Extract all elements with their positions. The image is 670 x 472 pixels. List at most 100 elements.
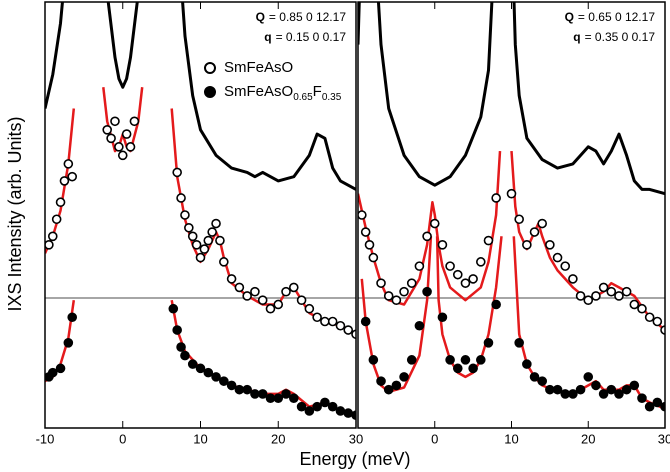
data-point [514,337,524,348]
y-axis-label: IXS Intensity (arb. Units) [5,116,25,311]
data-point [637,393,647,403]
data-point [55,197,66,208]
data-point [176,342,186,352]
data-point [621,384,632,395]
data-point [257,295,268,306]
data-point [406,355,417,365]
data-point [575,291,586,301]
data-point [180,210,190,220]
data-point [288,282,299,293]
data-point [422,286,432,297]
data-point [343,408,354,418]
data-point [59,176,70,186]
data-point [110,116,120,127]
data-point [399,372,409,382]
x-tick-label: 20 [581,431,595,446]
data-point [234,384,245,395]
data-point [591,380,601,391]
data-point [475,257,486,267]
data-point [203,367,214,378]
annotation: Q = 0.65 0 12.17 [565,10,656,24]
data-point [360,227,371,237]
data-point [445,261,455,271]
data-point [45,240,54,250]
data-point [598,389,609,399]
data-point [483,337,494,348]
data-point [644,401,655,412]
data-point [414,261,425,271]
x-tick-label: 30 [658,431,670,446]
data-point [391,380,402,391]
data-point [63,337,74,348]
data-point [296,295,307,306]
data-point [51,214,62,225]
x-tick-label: 0 [431,431,438,446]
data-point [460,278,471,288]
curve [358,2,665,196]
frame [44,1,357,429]
plot-area [45,2,356,421]
data-point [360,316,371,327]
x-axis-label: Energy (meV) [299,449,410,469]
data-point [606,384,617,395]
data-point [652,397,663,408]
annotation-text: = 0.85 0 12.17 [269,10,346,24]
data-point [475,355,486,365]
data-point [591,291,601,301]
data-point [184,222,194,233]
data-point [560,389,571,399]
data-point [288,393,299,403]
data-point [358,210,367,220]
data-point [195,363,206,374]
data-point [234,282,245,293]
data-point [629,299,640,310]
data-point [320,316,330,327]
data-point [583,372,594,382]
data-point [63,159,74,169]
data-point [383,291,394,301]
data-point [506,188,517,199]
curve [358,151,665,331]
annotation: q = 0.35 0 0.17 [573,30,655,44]
annotation: Q = 0.85 0 12.17 [256,10,347,24]
data-point [422,231,432,242]
data-point [242,384,252,395]
data-point [614,291,624,301]
legend-label-part: 0.35 [322,92,342,103]
data-point [203,235,214,246]
data-point [242,291,252,301]
data-point [121,129,132,139]
annotation-symbol: q [264,30,271,44]
data-point [364,240,375,250]
data-point [568,389,578,399]
frame [357,1,666,429]
curve [45,2,356,191]
data-point [468,274,478,284]
data-point [281,389,291,399]
data-point [250,286,260,297]
data-point [312,401,322,412]
data-point [67,312,78,323]
data-point [327,401,338,412]
data-point [483,235,494,246]
curve [360,236,665,410]
data-point [265,393,276,403]
data-point [125,142,136,152]
data-point [335,406,346,416]
data-point [368,252,379,263]
data-point [335,320,346,331]
x-tick-label: -10 [36,431,55,446]
data-point [614,389,624,399]
data-point [629,380,640,391]
plot-area [358,2,665,412]
data-point [468,363,478,374]
data-point [568,274,578,284]
data-point [522,359,532,369]
data-point [491,299,501,310]
data-point [545,240,555,250]
x-tick-label: 10 [504,431,518,446]
data-point [351,329,356,340]
annotation: q = 0.15 0 0.17 [264,30,346,44]
annotation-text: = 0.35 0 0.17 [585,30,656,44]
